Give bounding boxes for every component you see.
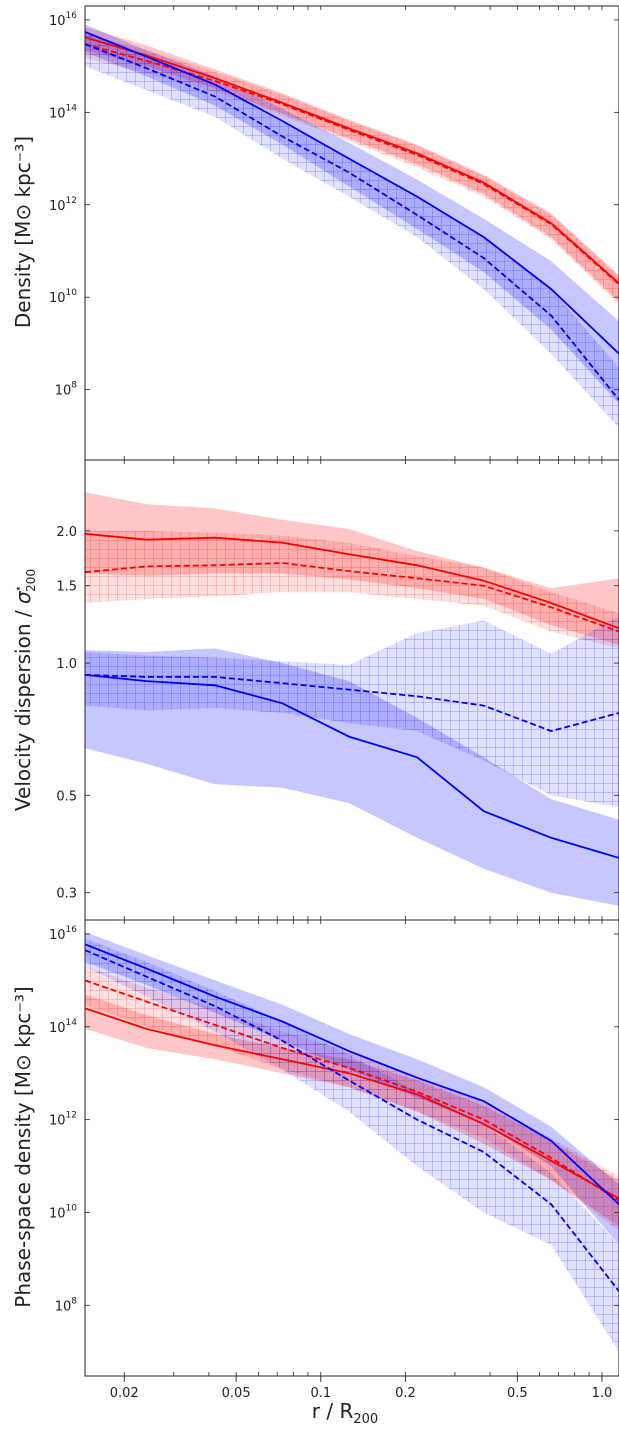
phase-frame xyxy=(84,919,619,1377)
density-ytick-label: 1010 xyxy=(49,288,77,306)
velocity-ytick-label: 1.5 xyxy=(56,580,77,595)
phase-red-solid-line xyxy=(85,1007,619,1200)
phase-ytick-label: 108 xyxy=(55,1296,78,1314)
velocity-blue-dashed-line xyxy=(85,674,619,733)
velocity-lines xyxy=(85,532,619,859)
x-axis-ticks: 0.02 0.05 0.1 0.2 0.5 1.0 xyxy=(110,6,612,1401)
velocity-red-solid-line xyxy=(85,532,619,630)
density-y-ticks: 1016 1014 1012 1010 108 xyxy=(49,11,619,399)
velocity-blue-solid-band xyxy=(85,648,619,906)
phase-bands xyxy=(85,932,619,1352)
velocity-ytick-label: 1.0 xyxy=(56,657,77,672)
velocity-plot-area xyxy=(84,459,619,921)
phase-ytick-label: 1010 xyxy=(49,1203,77,1221)
phase-blue-dashed-band-hatch xyxy=(85,938,619,1352)
velocity-ylabel: Velocity dispersion / σ⋆200 xyxy=(11,569,38,811)
panel-density: 1016 1014 1012 1010 108 Density [M⊙ kpc⁻³] xyxy=(11,5,619,461)
velocity-red-dashed-line xyxy=(85,562,619,633)
density-red-solid-line xyxy=(85,36,619,284)
velocity-ytick-label: 0.5 xyxy=(56,789,77,804)
x-axis-label: r / R200 xyxy=(312,1399,378,1427)
velocity-red-dashed-band-hatch xyxy=(85,530,619,649)
density-bands xyxy=(85,24,619,428)
density-ytick-label: 1012 xyxy=(49,196,77,214)
velocity-blue-solid-line xyxy=(85,674,619,859)
panel-velocity-dispersion: 2.0 1.5 1.0 0.5 0.3 Velocity dispersion / σ⋆… xyxy=(11,459,619,921)
density-lines xyxy=(85,31,619,401)
density-ytick-label: 108 xyxy=(55,381,78,399)
phase-plot-area xyxy=(84,919,619,1377)
xtick-label: 0.2 xyxy=(395,1386,416,1401)
xtick-label: 0.05 xyxy=(222,1386,251,1401)
density-ytick-label: 1016 xyxy=(49,11,77,29)
phase-ytick-label: 1014 xyxy=(49,1018,77,1036)
density-blue-dashed-band-hatch xyxy=(85,31,619,428)
xtick-label: 0.1 xyxy=(310,1386,331,1401)
velocity-blue-dashed-band-hatch xyxy=(85,616,619,808)
xtick-label: 0.02 xyxy=(110,1386,139,1401)
velocity-ytick-label: 2.0 xyxy=(56,525,77,540)
phase-red-solid-band xyxy=(85,994,619,1227)
phase-ytick-label: 1016 xyxy=(49,925,77,943)
phase-blue-solid-line xyxy=(85,943,619,1205)
velocity-y-ticks: 2.0 1.5 1.0 0.5 0.3 xyxy=(56,525,619,902)
velocity-bands xyxy=(85,492,619,906)
velocity-ytick-label: 0.3 xyxy=(56,887,77,902)
phase-blue-dashed-line xyxy=(85,949,619,1292)
density-blue-solid-line xyxy=(85,31,619,355)
phase-y-ticks: 1016 1014 1012 1010 108 xyxy=(49,925,619,1314)
panel-phase-space-density: 1016 1014 1012 1010 108 Phase-space density … xyxy=(11,919,619,1377)
density-blue-dashed-line xyxy=(85,43,619,401)
phase-ylabel: Phase-space density [M⊙ kpc⁻³] xyxy=(11,986,35,1307)
density-plot-area xyxy=(84,5,619,461)
phase-lines xyxy=(85,943,619,1292)
xtick-label: 1.0 xyxy=(592,1386,613,1401)
density-ylabel: Density [M⊙ kpc⁻³] xyxy=(11,136,35,328)
xtick-label: 0.5 xyxy=(507,1386,528,1401)
phase-ytick-label: 1012 xyxy=(49,1111,77,1129)
density-ytick-label: 1014 xyxy=(49,103,77,121)
